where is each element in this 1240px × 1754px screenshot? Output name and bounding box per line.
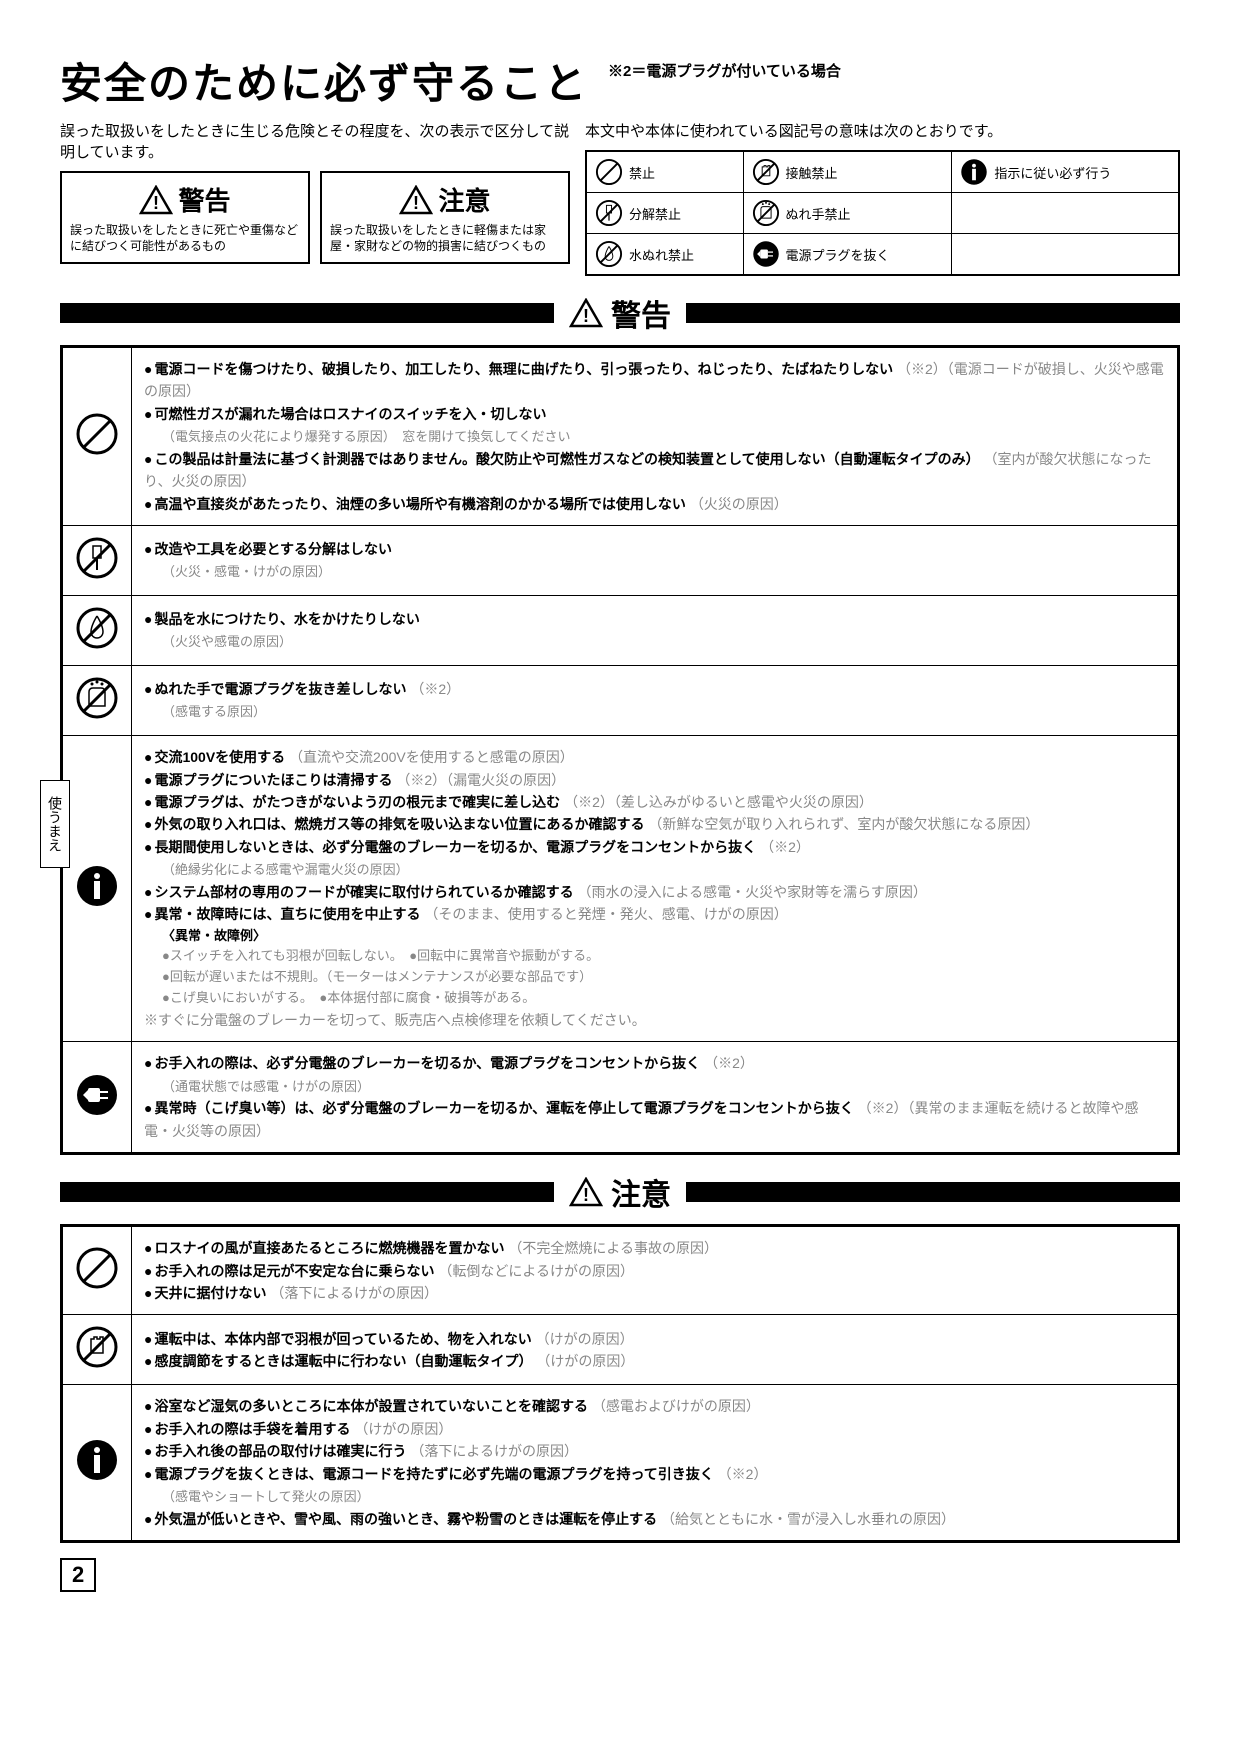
warning-section-banner: !警告 bbox=[60, 291, 1180, 335]
page-number: 2 bbox=[60, 1558, 96, 1592]
svg-text:!: ! bbox=[583, 306, 589, 326]
prohibit-icon bbox=[62, 347, 132, 526]
warning-table: 電源コードを傷つけたり、破損したり、加工したり、無理に曲げたり、引っ張ったり、ね… bbox=[60, 345, 1180, 1155]
warning-definition-box: !警告 誤った取扱いをしたときに死亡や重傷などに結びつく可能性があるもの bbox=[60, 171, 310, 264]
svg-text:!: ! bbox=[583, 1185, 589, 1205]
caution-section-banner: !注意 bbox=[60, 1170, 1180, 1214]
legend-table: 禁止 接触禁止 指示に従い必ず行う 分解禁止 ぬれ手禁止 水ぬれ禁止 電源プラグ… bbox=[585, 150, 1180, 276]
svg-text:!: ! bbox=[153, 193, 159, 213]
title-note: ※2＝電源プラグが付いている場合 bbox=[608, 60, 841, 81]
svg-text:!: ! bbox=[413, 193, 419, 213]
unplug-icon bbox=[62, 1042, 132, 1154]
intro-left-text: 誤った取扱いをしたときに生じる危険とその程度を、次の表示で区分して説明しています… bbox=[60, 121, 570, 163]
page-title: 安全のために必ず守ること bbox=[60, 50, 588, 111]
water-prohibit-icon bbox=[62, 596, 132, 666]
mandatory-icon bbox=[62, 736, 132, 1042]
disassemble-prohibit-icon bbox=[62, 526, 132, 596]
intro-right-text: 本文中や本体に使われている図記号の意味は次のとおりです。 bbox=[585, 121, 1180, 142]
caution-table: ロスナイの風が直接あたるところに燃焼機器を置かない （不完全燃焼による事故の原因… bbox=[60, 1224, 1180, 1543]
wethand-prohibit-icon bbox=[62, 666, 132, 736]
notouch-icon bbox=[62, 1315, 132, 1385]
side-tab: 使うまえ bbox=[40, 780, 70, 868]
mandatory-icon bbox=[62, 1385, 132, 1542]
prohibit-icon bbox=[62, 1226, 132, 1315]
caution-definition-box: !注意 誤った取扱いをしたときに軽傷または家屋・家財などの物的損害に結びつくもの bbox=[320, 171, 570, 264]
